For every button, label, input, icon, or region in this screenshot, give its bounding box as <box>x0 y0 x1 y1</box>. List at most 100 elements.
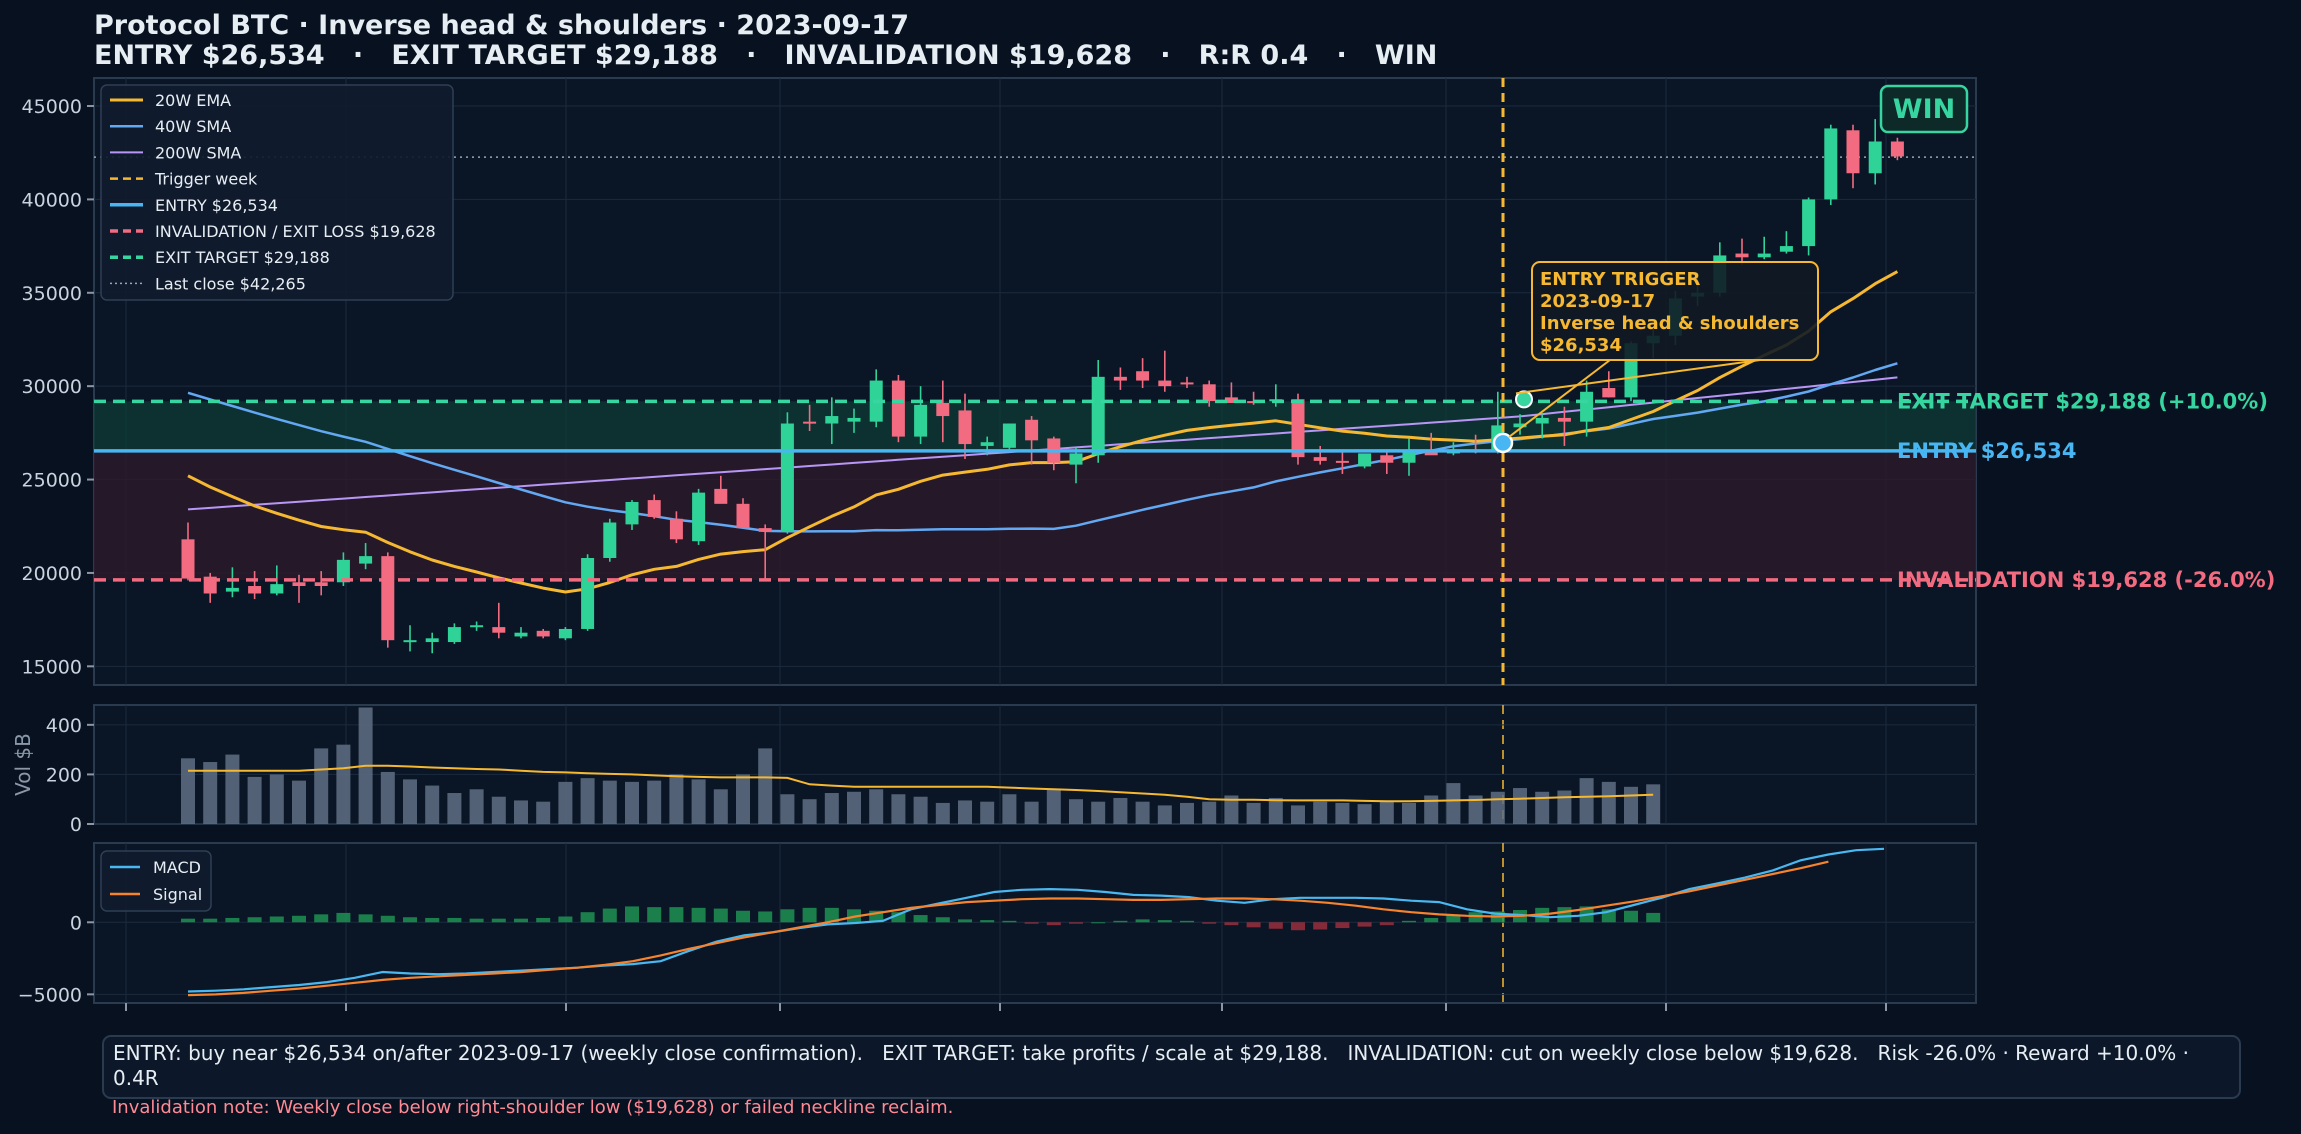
macd-histogram-bar <box>1402 920 1416 923</box>
candle-up <box>625 501 639 525</box>
candle-down <box>1202 384 1216 402</box>
volume-bar <box>713 789 728 824</box>
volume-bar <box>1379 801 1394 824</box>
candle-up <box>470 625 484 628</box>
macd-histogram-bar <box>358 914 373 923</box>
volume-bar <box>1046 789 1061 824</box>
volume-bar <box>669 774 684 824</box>
volume-bar <box>869 789 884 824</box>
volume-bar <box>247 776 262 824</box>
macd-histogram-bar <box>491 918 506 923</box>
candle-up <box>558 628 572 639</box>
ema20-line <box>187 270 1899 594</box>
macd-histogram-bar <box>1557 907 1572 923</box>
volume-bar <box>1135 801 1150 824</box>
macd-histogram-bar <box>1024 922 1039 924</box>
macd-histogram-bar <box>602 908 617 923</box>
candle-down <box>381 556 395 641</box>
candle-down <box>1291 399 1305 458</box>
y-tick-label: 25000 <box>22 470 82 492</box>
volume-bar <box>780 794 795 824</box>
macd-histogram-bar <box>1069 922 1083 924</box>
legend-label: ENTRY $26,534 <box>155 196 278 215</box>
macd-histogram-bar <box>1180 920 1194 923</box>
overlay-layer: EXIT TARGET $29,188 (+10.0%) ENTRY $26,53… <box>100 84 2275 912</box>
invalidation-note: Invalidation note: Weekly close below ri… <box>112 1097 954 1118</box>
macd-histogram-bar <box>1335 922 1350 929</box>
legend-label: 20W EMA <box>155 91 231 110</box>
candle-down <box>647 500 661 517</box>
volume-bar <box>269 774 284 824</box>
volume-bar <box>758 748 773 824</box>
candle-down <box>758 528 772 532</box>
volume-bar <box>1624 786 1638 824</box>
volume-bar <box>802 799 817 824</box>
volume-bar <box>1157 805 1172 824</box>
legend-label: MACD <box>153 858 201 877</box>
y-tick-label: 15000 <box>22 656 82 678</box>
candle-down <box>1158 380 1172 387</box>
volume-bar <box>1468 795 1483 824</box>
candle-down <box>536 630 550 637</box>
volume-bar <box>203 762 218 824</box>
volume-bar <box>514 800 528 824</box>
candle-down <box>891 380 905 437</box>
volume-axis-label: Vol $B <box>11 733 35 796</box>
macd-histogram-bar <box>380 915 395 923</box>
volume-bar <box>980 801 995 824</box>
volume-bar <box>1513 788 1527 824</box>
legend-label: Trigger week <box>154 170 258 189</box>
candle-down <box>1025 419 1039 441</box>
macd-histogram-bar <box>225 917 240 923</box>
candle-up <box>581 557 595 629</box>
macd-histogram-bar <box>1202 922 1217 924</box>
candle-up <box>914 404 928 437</box>
legend-label: Last close $42,265 <box>155 274 306 293</box>
candle-down <box>1602 388 1616 398</box>
volume-bar <box>403 779 417 824</box>
macd-histogram-bar <box>913 915 928 923</box>
macd-histogram-bar <box>1468 912 1483 923</box>
candle-down <box>181 539 195 579</box>
candle-down <box>1313 457 1327 461</box>
macd-line <box>187 847 1885 993</box>
price-legend: 20W EMA 40W SMA 200W SMA Trigger week ENTRY … <box>100 84 454 301</box>
macd-histogram-bar <box>780 909 795 923</box>
volume-bar <box>1535 791 1550 824</box>
candle-down <box>1557 417 1571 422</box>
y-tick-label: 0 <box>70 912 82 934</box>
signal-line <box>187 860 1829 997</box>
macd-histogram-bar <box>1357 922 1372 927</box>
legend-label: 200W SMA <box>155 143 241 162</box>
macd-histogram-bar <box>1091 922 1106 924</box>
volume-bar <box>1268 797 1283 824</box>
candle-up <box>1802 199 1816 247</box>
volume-bar <box>580 778 595 824</box>
candle-up <box>825 416 839 424</box>
candle-down <box>1735 253 1749 258</box>
x-axis-ticks <box>125 1003 1887 1011</box>
volume-bar <box>1091 801 1106 824</box>
candle-up <box>1069 453 1083 465</box>
result-badge: WIN <box>1893 94 1955 125</box>
legend-label: EXIT TARGET $29,188 <box>155 248 330 267</box>
candle-up <box>403 640 417 643</box>
candle-down <box>248 586 262 594</box>
macd-histogram-bar <box>247 917 262 923</box>
macd-histogram-bar <box>1446 915 1461 923</box>
volume-bar <box>1601 781 1616 824</box>
annotation-line: $26,534 <box>1540 335 1622 356</box>
volume-bar <box>913 796 928 824</box>
candle-up <box>980 442 994 446</box>
candle-down <box>669 518 683 540</box>
macd-histogram-bar <box>1246 922 1261 928</box>
macd-histogram-bar <box>1379 922 1394 926</box>
annotation-box <box>1531 261 1819 361</box>
candle-up <box>1091 376 1105 456</box>
macd-histogram-bar <box>1313 922 1328 930</box>
volume-bar <box>336 744 351 824</box>
macd-histogram-bar <box>824 907 839 923</box>
trade-chart: 15000 20000 25000 30000 35000 40000 45000 0 200… <box>11 77 2275 1011</box>
candle-down <box>1224 397 1238 403</box>
macd-histogram-bar <box>736 910 750 923</box>
